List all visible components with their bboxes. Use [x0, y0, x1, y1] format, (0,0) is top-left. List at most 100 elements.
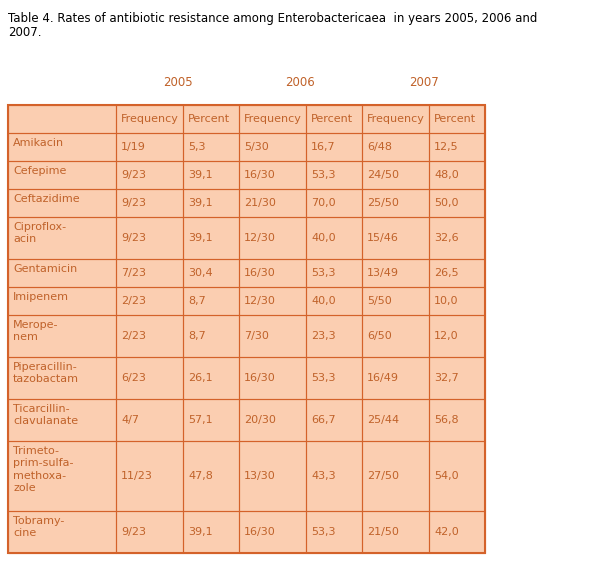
Polygon shape — [306, 133, 362, 161]
Polygon shape — [429, 357, 485, 399]
Text: 21/50: 21/50 — [367, 527, 399, 537]
Polygon shape — [306, 511, 362, 553]
Polygon shape — [183, 441, 239, 511]
Text: 2/23: 2/23 — [121, 331, 146, 341]
Text: 12,0: 12,0 — [434, 331, 459, 341]
Polygon shape — [306, 441, 362, 511]
Polygon shape — [306, 399, 362, 441]
Polygon shape — [8, 441, 116, 511]
Text: 39,1: 39,1 — [188, 527, 213, 537]
Polygon shape — [116, 399, 183, 441]
Text: Frequency: Frequency — [121, 114, 179, 124]
Polygon shape — [362, 217, 429, 259]
Text: 6/50: 6/50 — [367, 331, 392, 341]
Text: 43,3: 43,3 — [311, 471, 336, 481]
Text: 66,7: 66,7 — [311, 415, 336, 425]
Text: 27/50: 27/50 — [367, 471, 399, 481]
Text: 5/30: 5/30 — [244, 142, 269, 152]
Polygon shape — [239, 217, 306, 259]
Text: Percent: Percent — [434, 114, 476, 124]
Text: 70,0: 70,0 — [311, 198, 336, 208]
Text: 53,3: 53,3 — [311, 527, 336, 537]
Text: 26,5: 26,5 — [434, 268, 459, 278]
Text: 2005: 2005 — [163, 76, 193, 89]
Text: 48,0: 48,0 — [434, 170, 459, 180]
Text: 30,4: 30,4 — [188, 268, 213, 278]
Polygon shape — [239, 441, 306, 511]
Polygon shape — [362, 357, 429, 399]
Text: 5/50: 5/50 — [367, 296, 392, 306]
Text: 10,0: 10,0 — [434, 296, 458, 306]
Text: 56,8: 56,8 — [434, 415, 459, 425]
Text: Trimeto-
prim-sulfa-
methoxa-
zole: Trimeto- prim-sulfa- methoxa- zole — [13, 446, 74, 493]
Text: 25/44: 25/44 — [367, 415, 399, 425]
Polygon shape — [8, 133, 116, 161]
Text: Gentamicin: Gentamicin — [13, 264, 77, 274]
Polygon shape — [183, 105, 239, 133]
Polygon shape — [8, 161, 116, 189]
Text: 8,7: 8,7 — [188, 296, 206, 306]
Polygon shape — [8, 217, 116, 259]
Text: 13/49: 13/49 — [367, 268, 399, 278]
Text: 39,1: 39,1 — [188, 233, 213, 243]
Polygon shape — [362, 315, 429, 357]
Polygon shape — [362, 399, 429, 441]
Text: 25/50: 25/50 — [367, 198, 399, 208]
Polygon shape — [183, 399, 239, 441]
Text: 9/23: 9/23 — [121, 170, 146, 180]
Text: 32,6: 32,6 — [434, 233, 459, 243]
Text: Percent: Percent — [188, 114, 230, 124]
Polygon shape — [362, 511, 429, 553]
Polygon shape — [239, 315, 306, 357]
Polygon shape — [429, 133, 485, 161]
Polygon shape — [429, 399, 485, 441]
Text: Percent: Percent — [311, 114, 353, 124]
Text: Table 4. Rates of antibiotic resistance among Enterobactericaea  in years 2005, : Table 4. Rates of antibiotic resistance … — [8, 12, 537, 25]
Text: 53,3: 53,3 — [311, 373, 336, 383]
Polygon shape — [116, 161, 183, 189]
Polygon shape — [116, 133, 183, 161]
Text: 6/23: 6/23 — [121, 373, 146, 383]
Polygon shape — [239, 399, 306, 441]
Text: Ceftazidime: Ceftazidime — [13, 194, 80, 204]
Polygon shape — [116, 511, 183, 553]
Text: 2007: 2007 — [409, 76, 438, 89]
Polygon shape — [306, 189, 362, 217]
Text: 6/48: 6/48 — [367, 142, 392, 152]
Text: 12,5: 12,5 — [434, 142, 459, 152]
Text: 16/30: 16/30 — [244, 373, 276, 383]
Text: 12/30: 12/30 — [244, 296, 276, 306]
Text: Merope-
nem: Merope- nem — [13, 320, 58, 342]
Polygon shape — [429, 105, 485, 133]
Polygon shape — [116, 217, 183, 259]
Polygon shape — [306, 287, 362, 315]
Polygon shape — [8, 399, 116, 441]
Text: Tobramy-
cine: Tobramy- cine — [13, 516, 64, 538]
Polygon shape — [306, 161, 362, 189]
Text: 2/23: 2/23 — [121, 296, 146, 306]
Polygon shape — [183, 315, 239, 357]
Text: 54,0: 54,0 — [434, 471, 459, 481]
Text: 57,1: 57,1 — [188, 415, 213, 425]
Polygon shape — [8, 259, 116, 287]
Polygon shape — [183, 161, 239, 189]
Polygon shape — [362, 189, 429, 217]
Polygon shape — [306, 259, 362, 287]
Polygon shape — [362, 287, 429, 315]
Text: 12/30: 12/30 — [244, 233, 276, 243]
Polygon shape — [362, 105, 429, 133]
Polygon shape — [183, 259, 239, 287]
Text: 13/30: 13/30 — [244, 471, 276, 481]
Polygon shape — [116, 259, 183, 287]
Text: 16/30: 16/30 — [244, 527, 276, 537]
Polygon shape — [116, 357, 183, 399]
Polygon shape — [429, 259, 485, 287]
Text: 39,1: 39,1 — [188, 198, 213, 208]
Polygon shape — [239, 105, 306, 133]
Polygon shape — [116, 105, 183, 133]
Polygon shape — [183, 217, 239, 259]
Text: 47,8: 47,8 — [188, 471, 213, 481]
Text: 16/30: 16/30 — [244, 170, 276, 180]
Text: 24/50: 24/50 — [367, 170, 399, 180]
Polygon shape — [239, 259, 306, 287]
